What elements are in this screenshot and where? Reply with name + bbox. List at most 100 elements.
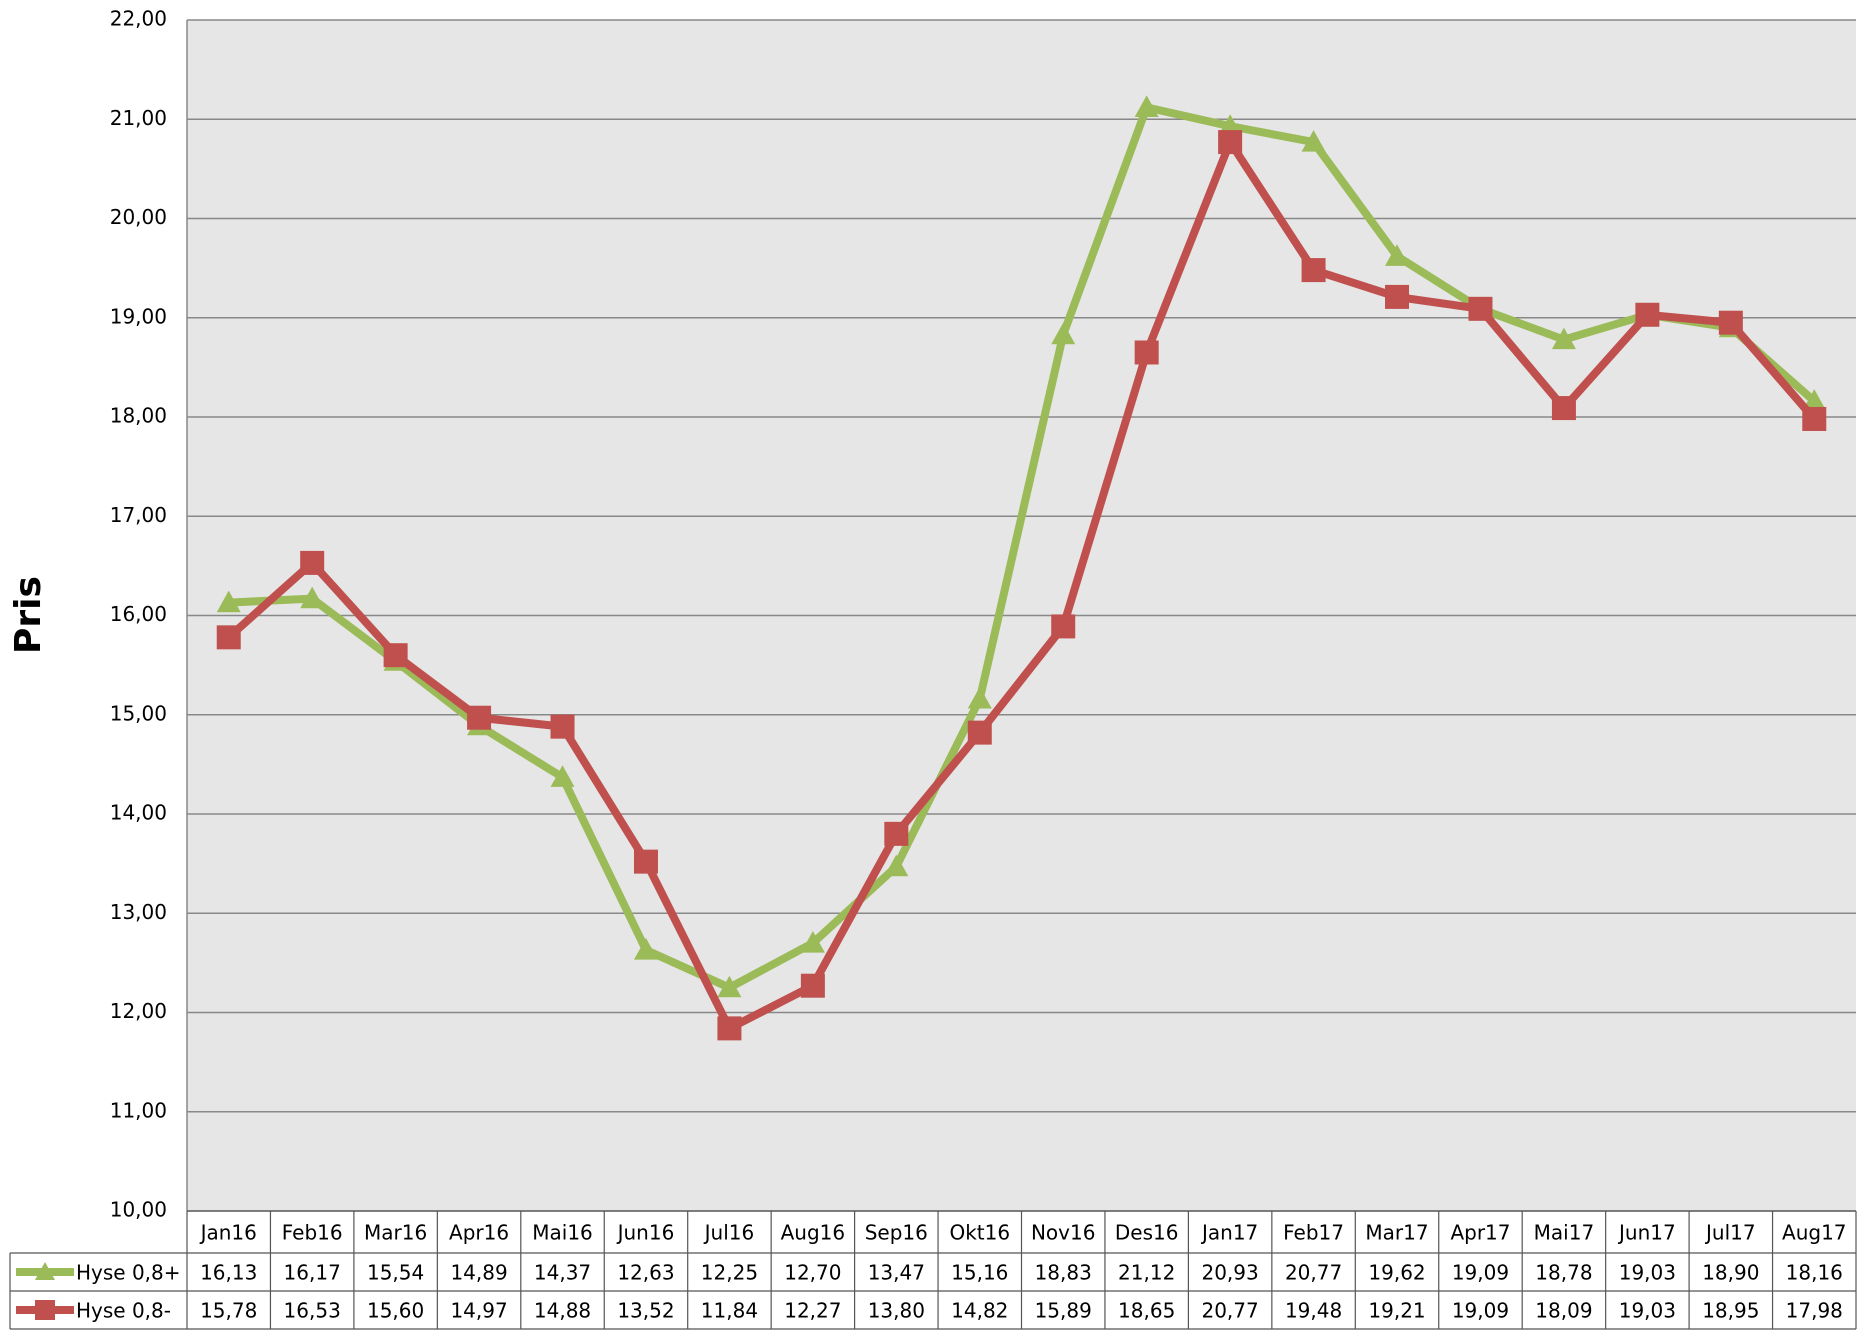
x-tick-label: Feb17: [1283, 1221, 1344, 1245]
marker: [1218, 130, 1243, 155]
x-tick-label: Jul16: [703, 1221, 755, 1245]
table-value: 12,63: [617, 1261, 674, 1285]
table-value: 14,89: [450, 1261, 507, 1285]
table-value: 14,88: [534, 1299, 591, 1323]
table-value: 18,16: [1786, 1261, 1843, 1285]
marker: [300, 586, 325, 609]
marker: [1385, 244, 1410, 266]
marker: [1718, 310, 1743, 335]
y-tick-label: 11,00: [110, 1098, 167, 1122]
table-value: 16,17: [284, 1261, 341, 1285]
marker: [1134, 340, 1159, 365]
x-tick-label: Nov16: [1031, 1221, 1095, 1245]
table-value: 12,25: [701, 1261, 758, 1285]
marker: [383, 643, 408, 668]
x-tick-label: Aug17: [1782, 1221, 1847, 1245]
legend-label: Hyse 0,8-: [76, 1299, 171, 1323]
series-line: [228, 103, 1817, 992]
table-value: 13,52: [617, 1299, 674, 1323]
x-tick-label: Feb16: [282, 1221, 343, 1245]
y-tick-label: 10,00: [110, 1198, 167, 1222]
marker: [1802, 406, 1827, 431]
legend-label: Hyse 0,8+: [76, 1261, 181, 1285]
table-value: 18,78: [1535, 1261, 1592, 1285]
x-tick-label: Sep16: [865, 1221, 928, 1245]
table-value: 19,03: [1619, 1299, 1676, 1323]
marker: [1468, 296, 1493, 321]
table-value: 13,47: [868, 1261, 925, 1285]
marker: [1051, 614, 1076, 639]
table-value: 13,80: [868, 1299, 925, 1323]
y-tick-label: 19,00: [110, 304, 167, 328]
marker: [1802, 389, 1827, 411]
y-tick-label: 13,00: [110, 900, 167, 924]
marker: [550, 714, 575, 739]
marker: [800, 931, 825, 953]
y-tick-label: 16,00: [110, 602, 167, 626]
x-tick-label: Okt16: [949, 1221, 1010, 1245]
y-tick-label: 22,00: [110, 7, 167, 31]
y-tick-label: 14,00: [110, 801, 167, 825]
marker: [717, 1016, 742, 1041]
table-value: 11,84: [701, 1299, 758, 1323]
table-value: 16,13: [200, 1261, 257, 1285]
marker: [550, 765, 575, 787]
series-line: [226, 138, 1818, 1033]
table-value: 16,53: [284, 1299, 341, 1323]
table-value: 18,95: [1702, 1299, 1759, 1323]
table-value: 12,70: [784, 1261, 841, 1285]
marker: [1051, 322, 1076, 345]
marker: [1551, 396, 1576, 421]
marker: [1551, 327, 1576, 350]
table-value: 20,77: [1201, 1299, 1258, 1323]
x-tick-label: Mar17: [1365, 1221, 1428, 1245]
y-tick-label: 18,00: [110, 404, 167, 428]
marker: [216, 590, 241, 613]
x-tick-label: Apr16: [449, 1221, 509, 1245]
marker: [633, 937, 658, 960]
y-tick-label: 17,00: [110, 503, 167, 527]
marker: [967, 720, 992, 745]
x-tick-label: Aug16: [781, 1221, 846, 1245]
x-tick-label: Jan16: [199, 1221, 257, 1245]
table-value: 18,90: [1702, 1261, 1759, 1285]
table-value: 18,65: [1118, 1299, 1175, 1323]
y-axis-title: Pris: [8, 576, 49, 654]
table-value: 18,09: [1535, 1299, 1592, 1323]
x-tick-label: Jul17: [1704, 1221, 1756, 1245]
table-value: 15,60: [367, 1299, 424, 1323]
marker: [1635, 302, 1660, 327]
table-value: 15,78: [200, 1299, 257, 1323]
marker: [1134, 95, 1159, 117]
x-tick-label: Jun16: [616, 1221, 675, 1245]
table-value: 21,12: [1118, 1261, 1175, 1285]
y-tick-label: 21,00: [110, 106, 167, 130]
x-tick-label: Jan17: [1200, 1221, 1258, 1245]
marker: [884, 821, 909, 846]
table-value: 12,27: [784, 1299, 841, 1323]
marker: [35, 1262, 55, 1280]
table-value: 17,98: [1786, 1299, 1843, 1323]
y-tick-label: 20,00: [110, 205, 167, 229]
marker: [1301, 258, 1326, 283]
table-value: 14,97: [450, 1299, 507, 1323]
table-value: 19,09: [1452, 1261, 1509, 1285]
y-tick-label: 12,00: [110, 999, 167, 1023]
table-value: 14,82: [951, 1299, 1008, 1323]
x-tick-label: Des16: [1115, 1221, 1179, 1245]
table-value: 18,83: [1035, 1261, 1092, 1285]
marker: [884, 854, 909, 877]
table-value: 19,21: [1368, 1299, 1425, 1323]
table-value: 19,03: [1619, 1261, 1676, 1285]
table-value: 15,54: [367, 1261, 424, 1285]
x-tick-label: Jun17: [1617, 1221, 1676, 1245]
marker: [1385, 284, 1410, 309]
table-value: 19,48: [1285, 1299, 1342, 1323]
marker: [300, 550, 325, 575]
table-value: 20,77: [1285, 1261, 1342, 1285]
x-tick-label: Mai17: [1534, 1221, 1595, 1245]
x-tick-label: Mar16: [364, 1221, 427, 1245]
marker: [467, 705, 492, 730]
y-tick-label: 15,00: [110, 701, 167, 725]
